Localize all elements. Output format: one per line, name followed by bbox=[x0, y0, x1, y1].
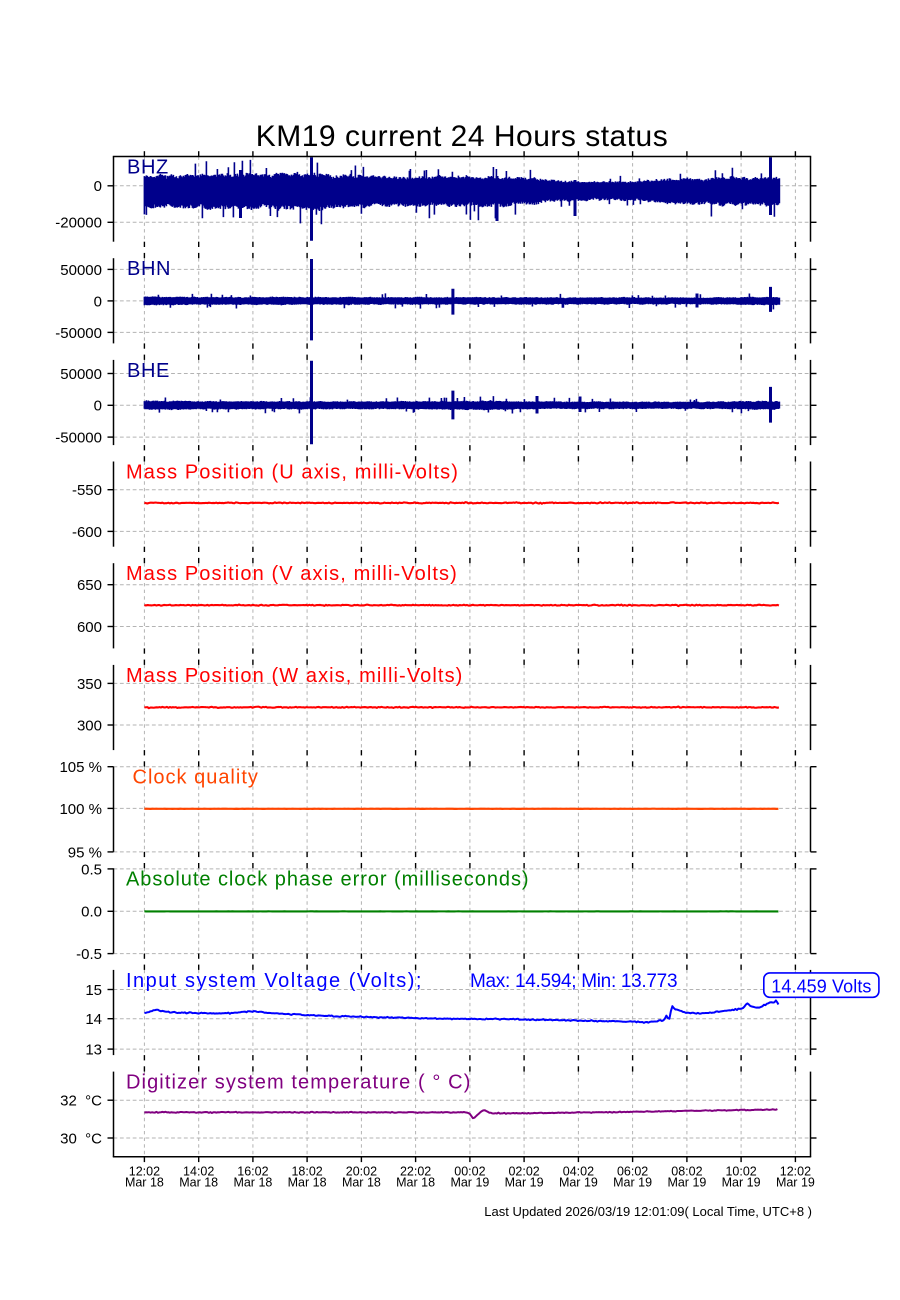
svg-text:-0.5: -0.5 bbox=[76, 946, 102, 963]
svg-text:14.459 Volts: 14.459 Volts bbox=[771, 977, 871, 997]
svg-text:BHE: BHE bbox=[127, 360, 170, 382]
svg-text:0.0: 0.0 bbox=[81, 904, 102, 921]
svg-text:Mar 18: Mar 18 bbox=[342, 1176, 381, 1190]
svg-text:0: 0 bbox=[94, 293, 102, 310]
svg-text:Mass Position (W axis, milli-V: Mass Position (W axis, milli-Volts) bbox=[126, 665, 463, 687]
svg-text:Mar 18: Mar 18 bbox=[233, 1176, 272, 1190]
svg-text:50000: 50000 bbox=[60, 366, 102, 383]
svg-text:0: 0 bbox=[94, 398, 102, 415]
svg-text:-50000: -50000 bbox=[55, 430, 102, 447]
svg-text:14: 14 bbox=[85, 1011, 102, 1028]
svg-text:50000: 50000 bbox=[60, 262, 102, 279]
svg-text:Mar 18: Mar 18 bbox=[125, 1176, 164, 1190]
svg-text:Mar 18: Mar 18 bbox=[396, 1176, 435, 1190]
svg-text:-550: -550 bbox=[72, 482, 102, 499]
svg-text:KM19 current 24 Hours status: KM19 current 24 Hours status bbox=[256, 120, 669, 153]
svg-text:15: 15 bbox=[85, 982, 102, 999]
svg-text:0: 0 bbox=[94, 178, 102, 195]
svg-text:Mar 19: Mar 19 bbox=[722, 1176, 761, 1190]
svg-text:0.5: 0.5 bbox=[81, 861, 102, 878]
svg-text:BHZ: BHZ bbox=[127, 157, 169, 179]
svg-text:14:02: 14:02 bbox=[183, 1164, 214, 1178]
svg-text:Input system Voltage (Volts);: Input system Voltage (Volts); bbox=[126, 970, 423, 992]
svg-text:08:02: 08:02 bbox=[671, 1164, 702, 1178]
svg-text:04:02: 04:02 bbox=[563, 1164, 594, 1178]
svg-text:650: 650 bbox=[77, 577, 102, 594]
svg-text:Mass Position (V axis, milli-V: Mass Position (V axis, milli-Volts) bbox=[126, 563, 458, 585]
svg-text:16:02: 16:02 bbox=[237, 1164, 268, 1178]
svg-text:Mar 18: Mar 18 bbox=[179, 1176, 218, 1190]
svg-text:10:02: 10:02 bbox=[725, 1164, 756, 1178]
svg-text:Mar 19: Mar 19 bbox=[613, 1176, 652, 1190]
svg-text:-600: -600 bbox=[72, 524, 102, 541]
svg-text:95 %: 95 % bbox=[68, 844, 102, 861]
svg-text:Mar 19: Mar 19 bbox=[667, 1176, 706, 1190]
svg-text:-50000: -50000 bbox=[55, 325, 102, 342]
svg-text:30 °C: 30 °C bbox=[60, 1130, 102, 1147]
svg-text:Last Updated 2026/03/19 12:01:: Last Updated 2026/03/19 12:01:09( Local … bbox=[484, 1204, 812, 1219]
svg-text:Mar 19: Mar 19 bbox=[559, 1176, 598, 1190]
svg-text:Mass Position (U axis, milli-V: Mass Position (U axis, milli-Volts) bbox=[126, 462, 459, 484]
svg-text:300: 300 bbox=[77, 717, 102, 734]
svg-text:100 %: 100 % bbox=[59, 801, 102, 818]
svg-text:00:02: 00:02 bbox=[454, 1164, 485, 1178]
svg-text:02:02: 02:02 bbox=[508, 1164, 539, 1178]
svg-text:12:02: 12:02 bbox=[129, 1164, 160, 1178]
svg-text:Max: 14.594; Min: 13.773: Max: 14.594; Min: 13.773 bbox=[470, 971, 677, 992]
svg-text:Clock quality: Clock quality bbox=[133, 767, 259, 789]
svg-text:Absolute clock phase error (mi: Absolute clock phase error (milliseconds… bbox=[126, 868, 530, 890]
svg-text:Mar 19: Mar 19 bbox=[776, 1176, 815, 1190]
svg-text:12:02: 12:02 bbox=[780, 1164, 811, 1178]
svg-text:105 %: 105 % bbox=[59, 759, 102, 776]
svg-text:600: 600 bbox=[77, 619, 102, 636]
svg-text:BHN: BHN bbox=[127, 258, 171, 280]
svg-text:Mar 19: Mar 19 bbox=[505, 1176, 544, 1190]
svg-text:13: 13 bbox=[85, 1042, 102, 1059]
svg-text:350: 350 bbox=[77, 676, 102, 693]
svg-text:22:02: 22:02 bbox=[400, 1164, 431, 1178]
svg-text:-20000: -20000 bbox=[55, 215, 102, 232]
svg-text:18:02: 18:02 bbox=[291, 1164, 322, 1178]
svg-text:32 °C: 32 °C bbox=[60, 1093, 102, 1110]
svg-text:Mar 18: Mar 18 bbox=[288, 1176, 327, 1190]
svg-text:20:02: 20:02 bbox=[346, 1164, 377, 1178]
svg-text:06:02: 06:02 bbox=[617, 1164, 648, 1178]
svg-text:Digitizer system temperature (: Digitizer system temperature ( ° C) bbox=[126, 1072, 471, 1094]
svg-text:Mar 19: Mar 19 bbox=[450, 1176, 489, 1190]
